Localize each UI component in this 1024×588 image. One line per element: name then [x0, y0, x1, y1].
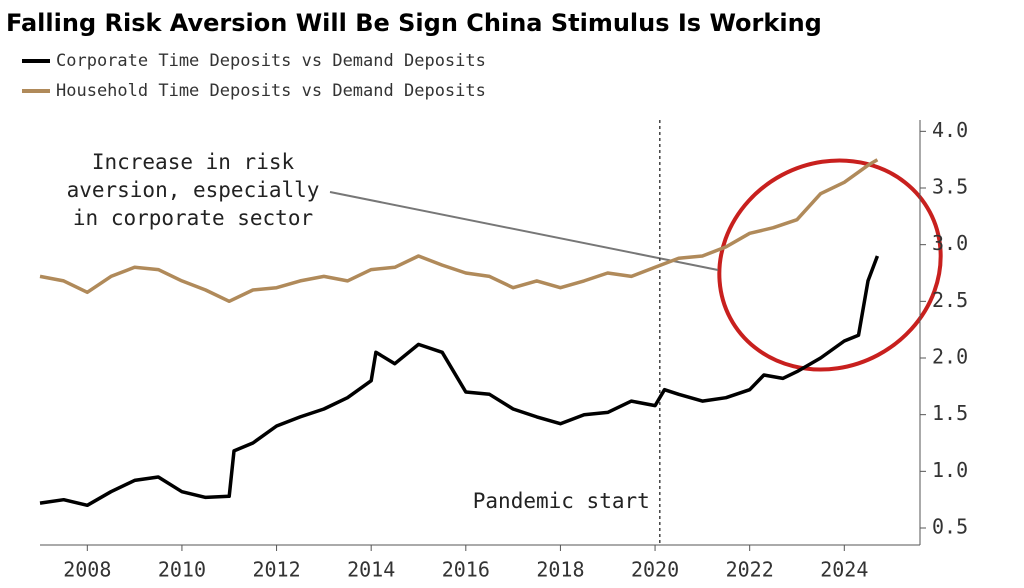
legend-label: Household Time Deposits vs Demand Deposi… [56, 81, 486, 101]
y-tick-label: 0.5 [932, 515, 968, 539]
annotation: aversion, especially [67, 178, 320, 202]
series-line [39, 158, 879, 304]
y-tick-label: 4.0 [932, 118, 968, 142]
legend-label: Corporate Time Deposits vs Demand Deposi… [56, 51, 486, 71]
x-tick-label: 2010 [158, 558, 206, 582]
y-tick-label: 1.5 [932, 401, 968, 425]
x-tick-label: 2008 [63, 558, 111, 582]
x-tick-label: 2024 [820, 558, 868, 582]
annotation: in corporate sector [73, 206, 313, 230]
annotation: Increase in risk [92, 150, 295, 174]
x-tick-label: 2016 [442, 558, 490, 582]
y-tick-label: 3.0 [932, 231, 968, 255]
annotation-arrow [329, 191, 719, 271]
y-tick-label: 1.0 [932, 458, 968, 482]
x-tick-label: 2014 [347, 558, 395, 582]
annotation: Pandemic start [473, 489, 650, 513]
chart-title: Falling Risk Aversion Will Be Sign China… [6, 9, 822, 37]
y-tick-label: 2.0 [932, 345, 968, 369]
x-tick-label: 2018 [536, 558, 584, 582]
x-tick-label: 2012 [252, 558, 300, 582]
x-tick-label: 2022 [726, 558, 774, 582]
x-tick-label: 2020 [631, 558, 679, 582]
y-tick-label: 2.5 [932, 288, 968, 312]
series-line [39, 255, 880, 508]
highlight-ellipse [717, 158, 943, 372]
y-tick-label: 3.5 [932, 175, 968, 199]
